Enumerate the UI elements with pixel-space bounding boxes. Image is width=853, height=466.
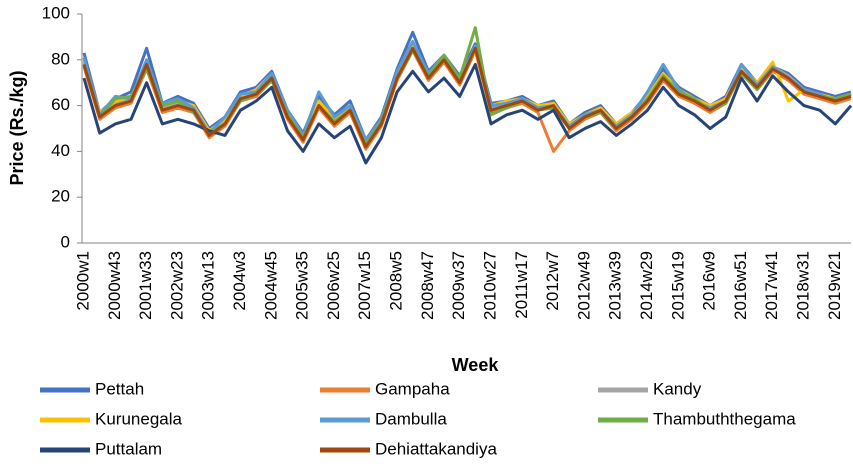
y-tick-label: 80 [51, 49, 70, 68]
legend-label: Gampaha [375, 379, 450, 398]
legend-label: Pettah [95, 379, 144, 398]
x-tick-label: 2013w39 [606, 251, 625, 320]
x-tick-label: 2001w33 [136, 251, 155, 320]
x-tick-label: 2000w1 [73, 251, 92, 311]
x-tick-label: 2011w17 [512, 251, 531, 319]
series-line [82, 46, 852, 149]
x-tick-label: 2006w25 [324, 251, 343, 320]
x-tick-label: 2018w31 [794, 251, 813, 320]
x-tick-label: 2014w29 [637, 251, 656, 320]
legend-label: Dehiattakandiya [375, 439, 497, 458]
y-axis-title: Price (Rs./kg) [7, 70, 27, 185]
x-tick-label: 2003w13 [199, 251, 218, 320]
y-tick-label: 40 [51, 141, 70, 160]
x-tick-label: 2004w45 [261, 251, 280, 320]
series-line [82, 62, 853, 165]
x-tick-label: 2012w49 [574, 251, 593, 320]
x-tick-label: 2009w37 [449, 251, 468, 320]
y-tick-label: 20 [51, 187, 70, 206]
y-tick-label: 100 [42, 3, 70, 22]
x-tick-label: 2002w23 [167, 251, 186, 320]
x-tick-label: 2016w51 [731, 251, 750, 320]
x-axis-title: Week [452, 355, 500, 375]
legend-label: Dambulla [375, 409, 447, 428]
x-tick-label: 2012w7 [543, 251, 562, 311]
x-tick-label: 2019w21 [825, 251, 844, 320]
legend-label: Kandy [653, 379, 702, 398]
x-tick-label: 2004w3 [230, 251, 249, 311]
legend-label: Kurunegala [95, 409, 183, 428]
x-tick-label: 2000w43 [105, 251, 124, 320]
x-tick-label: 2007w15 [355, 251, 374, 320]
legend-label: Thambuththegama [653, 409, 796, 428]
x-tick-label: 2016w9 [700, 251, 719, 311]
x-tick-label: 2017w41 [762, 251, 781, 320]
y-tick-label: 0 [61, 232, 70, 251]
x-tick-label: 2008w5 [387, 251, 406, 311]
x-tick-label: 2008w47 [418, 251, 437, 320]
x-tick-label: 2015w19 [668, 251, 687, 320]
x-tick-label: 2005w35 [293, 251, 312, 320]
x-tick-label: 2010w27 [480, 251, 499, 320]
y-tick-label: 60 [51, 95, 70, 114]
legend-label: Puttalam [95, 439, 162, 458]
